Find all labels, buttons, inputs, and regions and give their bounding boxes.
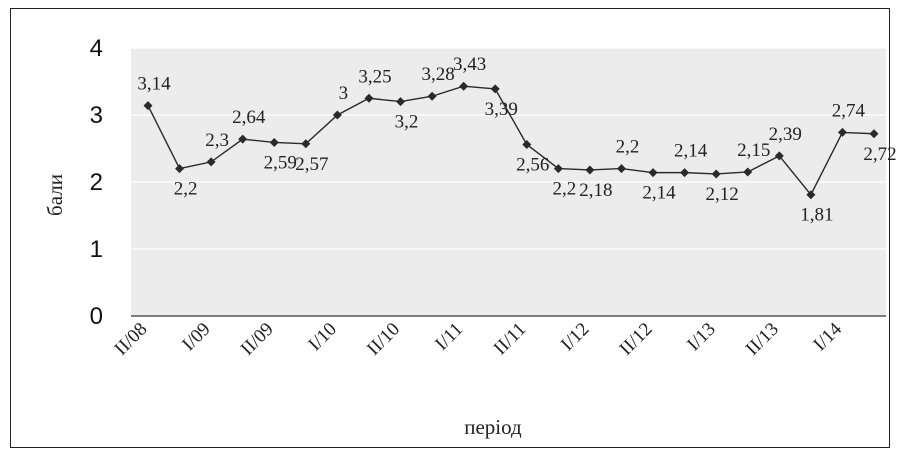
data-point <box>427 91 437 101</box>
data-label: 2,2 <box>552 179 576 200</box>
data-point <box>743 167 753 177</box>
data-point <box>175 164 185 174</box>
data-point <box>490 84 500 94</box>
data-label: 3,43 <box>453 54 486 75</box>
data-label: 2,72 <box>863 144 896 165</box>
data-label: 2,18 <box>579 180 612 201</box>
x-tick-label: I/10 <box>304 319 340 355</box>
x-tick-label: I/09 <box>178 319 214 355</box>
y-axis-title: бали <box>43 174 67 216</box>
data-labels: 3,14 2,2 2,32,64 2,592,57 3 3,25 3,2 3,283,43 3,… <box>137 54 896 226</box>
x-tick-label: II/12 <box>616 319 657 360</box>
data-label: 3,28 <box>421 64 454 85</box>
data-label: 3,25 <box>358 66 391 87</box>
x-tick-label: II/13 <box>742 319 783 360</box>
data-label: 3,39 <box>485 99 518 120</box>
data-point <box>553 164 563 174</box>
y-tick-label: 2 <box>90 169 103 196</box>
data-point <box>585 165 595 175</box>
data-label: 2,3 <box>205 130 229 151</box>
data-label: 2,39 <box>769 124 802 145</box>
data-point <box>459 81 469 91</box>
data-point <box>332 110 342 120</box>
x-tick-label: I/14 <box>809 318 846 355</box>
data-point <box>680 168 690 178</box>
data-point <box>238 134 248 144</box>
data-point <box>522 139 532 149</box>
data-point <box>269 137 279 147</box>
data-label: 2,57 <box>295 154 328 175</box>
x-tick-label: II/08 <box>111 319 152 360</box>
data-label: 2,64 <box>232 107 266 128</box>
data-point <box>616 164 626 174</box>
data-label: 2,74 <box>832 100 866 121</box>
data-point <box>774 151 784 161</box>
data-label: 2,15 <box>737 140 770 161</box>
data-label: 2,2 <box>616 137 640 158</box>
x-tick-label: II/10 <box>363 319 404 360</box>
x-tick-label: II/09 <box>237 319 278 360</box>
data-point <box>711 169 721 179</box>
x-tick-label: I/13 <box>683 319 719 355</box>
data-label: 2,12 <box>706 184 739 205</box>
data-label: 3 <box>339 83 349 104</box>
data-point <box>301 139 311 149</box>
data-label: 2,56 <box>516 154 549 175</box>
y-tick-label: 1 <box>90 236 103 263</box>
x-axis-title: період <box>464 415 522 439</box>
series-line <box>147 85 875 197</box>
data-label: 3,14 <box>137 74 171 95</box>
data-label: 2,14 <box>674 141 708 162</box>
data-point <box>806 190 816 200</box>
data-point <box>837 127 847 137</box>
data-point <box>648 168 658 178</box>
x-tick-label: II/11 <box>490 319 530 359</box>
gridlines <box>131 47 886 317</box>
x-tick-label: I/11 <box>431 319 467 355</box>
x-tick-labels: II/08 I/09 II/09 I/10 II/10 I/11 II/11 I/12 II/1… <box>111 318 847 359</box>
data-label: 2,2 <box>174 179 198 200</box>
x-tick-label: I/12 <box>557 319 593 355</box>
data-point <box>143 101 153 111</box>
y-tick-label: 4 <box>90 35 103 62</box>
data-label: 2,59 <box>264 152 297 173</box>
data-point <box>206 157 216 167</box>
data-point <box>396 97 406 107</box>
y-tick-labels: 0 1 2 3 4 <box>90 35 103 330</box>
data-label: 3,2 <box>395 112 419 133</box>
y-tick-label: 3 <box>90 102 103 129</box>
data-label: 2,14 <box>642 183 676 204</box>
y-tick-label: 0 <box>90 303 103 330</box>
data-point <box>364 93 374 103</box>
data-point <box>869 129 879 139</box>
data-label: 1,81 <box>800 205 833 226</box>
data-points <box>143 81 879 200</box>
